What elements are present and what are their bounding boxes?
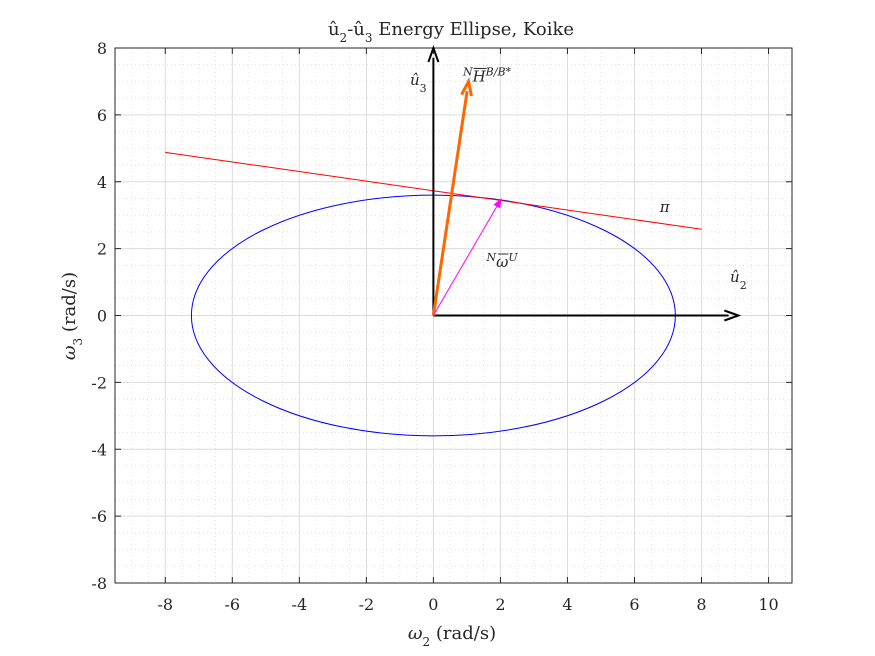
y-tick-label: 0: [97, 307, 107, 326]
plane-label: π: [659, 198, 671, 216]
x-tick-label: -2: [359, 595, 375, 614]
angular-velocity-arrow: [432, 203, 499, 316]
angular-momentum-arrow: [431, 90, 469, 316]
y-tick-label: -6: [91, 507, 107, 526]
chart-title: û2-û3 Energy Ellipse, Koike: [328, 19, 574, 45]
x-axis-title: ω2 (rad/s): [408, 623, 496, 649]
x-tick-labels: -8 -6 -4 -2 0 2 4 6 8 10: [157, 595, 778, 614]
x-tick-label: -8: [157, 595, 173, 614]
x-tick-label: 6: [629, 595, 639, 614]
y-tick-labels: -8 -6 -4 -2 0 2 4 6 8: [91, 39, 107, 593]
y-tick-label: -2: [91, 373, 107, 392]
x-tick-label: -6: [225, 595, 241, 614]
annotation-layer: û2 û3 NHB/B* NωU π: [410, 65, 747, 292]
y-tick-label: -8: [91, 574, 107, 593]
angular-velocity-label: NωU: [486, 251, 519, 272]
angular-momentum-arrow-head: [460, 77, 473, 97]
u3-label: û3: [410, 71, 427, 95]
x-tick-label: 8: [696, 595, 706, 614]
axis-ticks: [115, 47, 792, 584]
y-tick-label: 8: [97, 39, 107, 58]
x-tick-label: -4: [292, 595, 308, 614]
y-tick-label: 2: [97, 240, 107, 259]
y-tick-label: -4: [91, 440, 107, 459]
x-tick-label: 2: [495, 595, 505, 614]
y-tick-label: 4: [97, 173, 107, 192]
y-tick-label: 6: [97, 106, 107, 125]
angular-velocity-arrow-head: [493, 197, 502, 209]
x-tick-label: 0: [428, 595, 438, 614]
x-tick-label: 10: [758, 595, 778, 614]
u3-axis-arrow-head: [427, 45, 440, 63]
x-tick-label: 4: [562, 595, 572, 614]
y-axis-title: ω3 (rad/s): [59, 272, 85, 360]
u2-axis-arrow-head: [724, 309, 742, 322]
u2-label: û2: [730, 268, 747, 292]
angular-momentum-label: NHB/B*: [462, 65, 512, 86]
vector-layer: [427, 45, 742, 322]
